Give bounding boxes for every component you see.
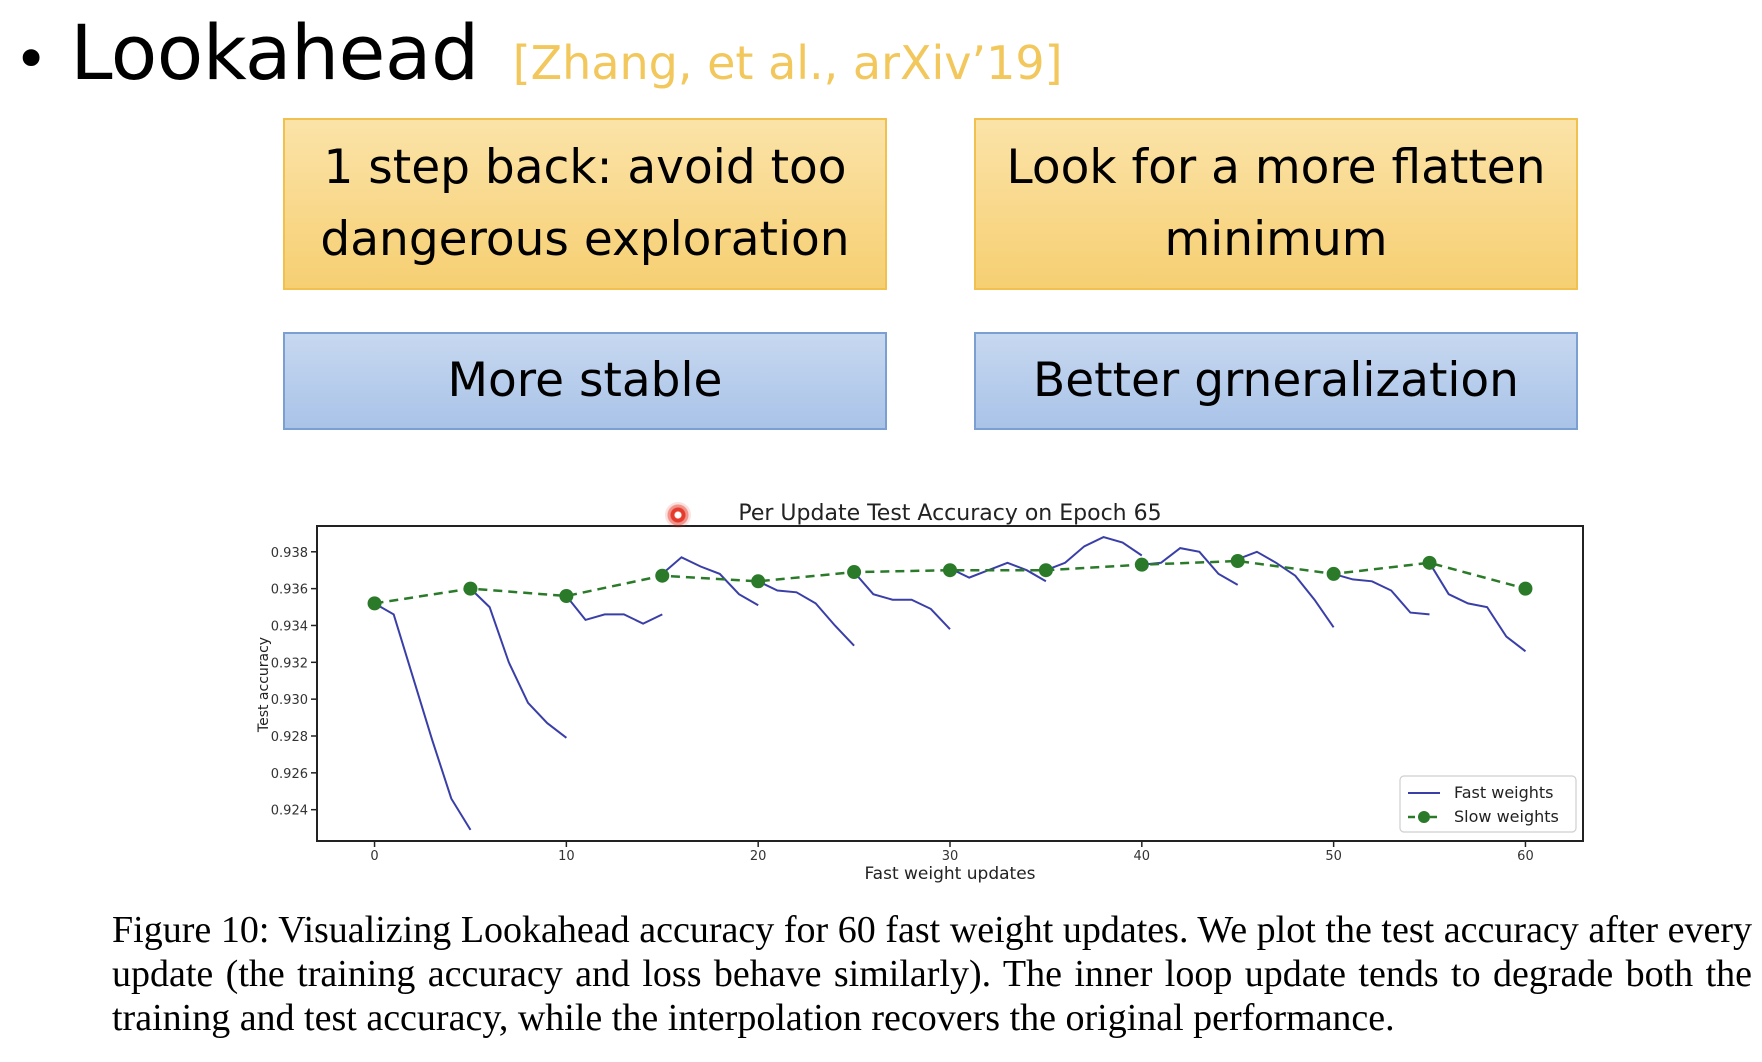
fast-weights-line bbox=[1045, 536, 1143, 572]
y-tick-label: 0.930 bbox=[271, 693, 308, 708]
figure-caption: Figure 10: Visualizing Lookahead accurac… bbox=[112, 909, 1752, 1039]
fast-weights-line bbox=[1428, 562, 1527, 653]
slide-title: Lookahead bbox=[70, 8, 479, 97]
y-tick-label: 0.932 bbox=[271, 656, 308, 671]
legend-box bbox=[1399, 775, 1577, 833]
pointer-indicator bbox=[665, 502, 691, 528]
y-tick-label: 0.938 bbox=[271, 546, 308, 561]
x-axis-label: Fast weight updates bbox=[864, 864, 1035, 884]
y-tick-label: 0.936 bbox=[271, 583, 308, 598]
fast-weights-line bbox=[1237, 550, 1335, 628]
fast-weights-line bbox=[374, 602, 472, 831]
citation: [Zhang, et al., arXiv’19] bbox=[512, 36, 1063, 90]
slow-weights-point bbox=[751, 574, 766, 589]
x-tick-label: 10 bbox=[558, 849, 575, 864]
legend-slow-label: Slow weights bbox=[1454, 807, 1559, 826]
slow-weights-point bbox=[1230, 554, 1245, 568]
bullet: • bbox=[14, 25, 49, 93]
fast-weights-line bbox=[565, 595, 663, 625]
fast-weights-line bbox=[853, 571, 951, 630]
more-stable-box: More stable bbox=[283, 332, 887, 430]
fast-weights-line bbox=[469, 587, 568, 739]
fast-weights-line bbox=[949, 561, 1047, 583]
slow-weights-point bbox=[655, 568, 670, 583]
flatten-minimum-text: Look for a more flatten minimum bbox=[1006, 140, 1546, 267]
slide-heading: • Lookahead [Zhang, et al., arXiv’19] bbox=[14, 8, 1063, 97]
x-tick-label: 30 bbox=[942, 849, 959, 864]
slow-weights-point bbox=[463, 581, 478, 596]
better-generalization-text: Better grneralization bbox=[1033, 353, 1519, 408]
step-back-box: 1 step back: avoid too dangerous explora… bbox=[283, 118, 887, 290]
plot-frame bbox=[316, 525, 1584, 842]
slow-weights-point bbox=[1134, 557, 1149, 572]
slow-weights-point bbox=[1518, 581, 1533, 596]
legend-slow-marker bbox=[1418, 811, 1430, 823]
slow-weights-point bbox=[1422, 555, 1437, 570]
x-tick-label: 60 bbox=[1517, 849, 1534, 864]
slow-weights-point bbox=[367, 596, 382, 611]
y-tick-label: 0.924 bbox=[271, 804, 308, 819]
y-tick-label: 0.926 bbox=[271, 767, 308, 782]
fast-weights-line bbox=[757, 580, 855, 647]
step-back-text: 1 step back: avoid too dangerous explora… bbox=[320, 140, 850, 267]
better-generalization-box: Better grneralization bbox=[974, 332, 1578, 430]
fast-weights-line bbox=[661, 556, 759, 607]
slow-weights-point bbox=[847, 565, 862, 580]
x-tick-label: 40 bbox=[1134, 849, 1151, 864]
slow-weights-point bbox=[1038, 563, 1053, 578]
x-tick-label: 20 bbox=[750, 849, 767, 864]
legend-fast-label: Fast weights bbox=[1454, 783, 1554, 802]
fast-weights-line bbox=[1333, 572, 1430, 616]
slow-weights-point bbox=[943, 563, 957, 578]
slow-weights-point bbox=[1326, 566, 1341, 581]
flatten-minimum-box: Look for a more flatten minimum bbox=[974, 118, 1578, 290]
slow-weights-point bbox=[559, 589, 574, 603]
x-tick-label: 50 bbox=[1325, 849, 1342, 864]
x-tick-label: 0 bbox=[370, 849, 378, 864]
chart-title: Per Update Test Accuracy on Epoch 65 bbox=[738, 501, 1161, 526]
more-stable-text: More stable bbox=[447, 353, 723, 408]
y-tick-label: 0.928 bbox=[271, 730, 308, 745]
y-axis-label: Test accuracy bbox=[256, 637, 272, 733]
y-tick-label: 0.934 bbox=[271, 619, 308, 634]
